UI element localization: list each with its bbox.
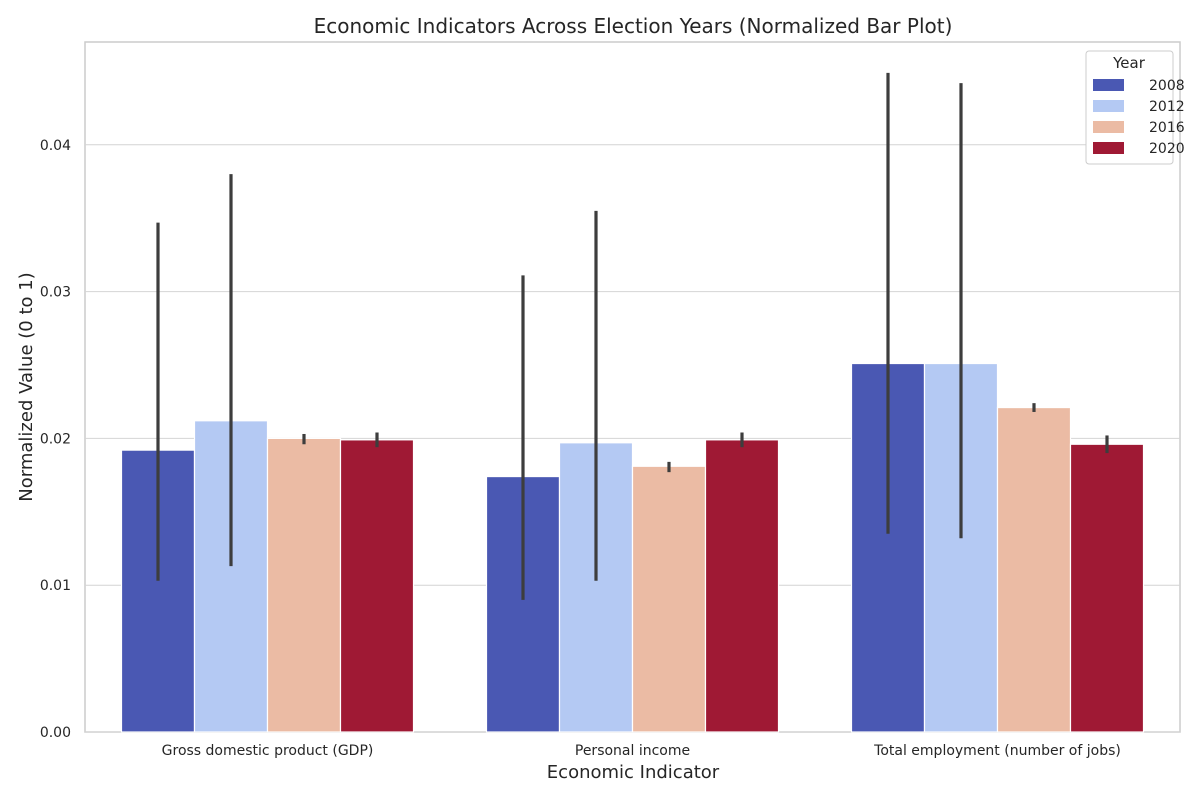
y-tick-label: 0.00 [40, 725, 71, 741]
bars [120, 362, 1145, 733]
legend-swatch-2012 [1093, 100, 1124, 112]
legend-swatch-2008 [1093, 79, 1124, 91]
y-tick-label: 0.01 [40, 578, 71, 594]
bar-2016 [266, 437, 342, 733]
bar-2016 [631, 465, 707, 733]
legend-swatch-2016 [1093, 121, 1124, 133]
legend-label-2016: 2016 [1149, 120, 1185, 136]
error-bars [156, 72, 1109, 600]
legend-label-2008: 2008 [1149, 78, 1185, 94]
bar-2008 [120, 449, 196, 733]
bar-2020 [704, 439, 780, 733]
chart-title: Economic Indicators Across Election Year… [314, 14, 953, 38]
x-tick-label: Personal income [575, 743, 690, 759]
x-axis-ticks: Gross domestic product (GDP) Personal inc… [162, 743, 1121, 759]
y-tick-label: 0.04 [40, 138, 71, 154]
legend-swatch-2020 [1093, 142, 1124, 154]
x-tick-label: Total employment (number of jobs) [873, 743, 1121, 759]
x-axis-label: Economic Indicator [547, 762, 720, 783]
legend-label-2020: 2020 [1149, 141, 1185, 157]
y-axis-ticks: 0.00 0.01 0.02 0.03 0.04 [40, 138, 71, 741]
legend-label-2012: 2012 [1149, 99, 1185, 115]
x-tick-label: Gross domestic product (GDP) [162, 743, 374, 759]
legend-title: Year [1112, 54, 1146, 72]
y-tick-label: 0.03 [40, 285, 71, 301]
bar-2020 [1069, 443, 1145, 733]
bar-2016 [996, 406, 1072, 733]
bar-2020 [339, 439, 415, 733]
y-tick-label: 0.02 [40, 431, 71, 447]
legend: Year 2008 2012 2016 2020 [1085, 50, 1185, 165]
y-axis-label: Normalized Value (0 to 1) [16, 272, 37, 501]
